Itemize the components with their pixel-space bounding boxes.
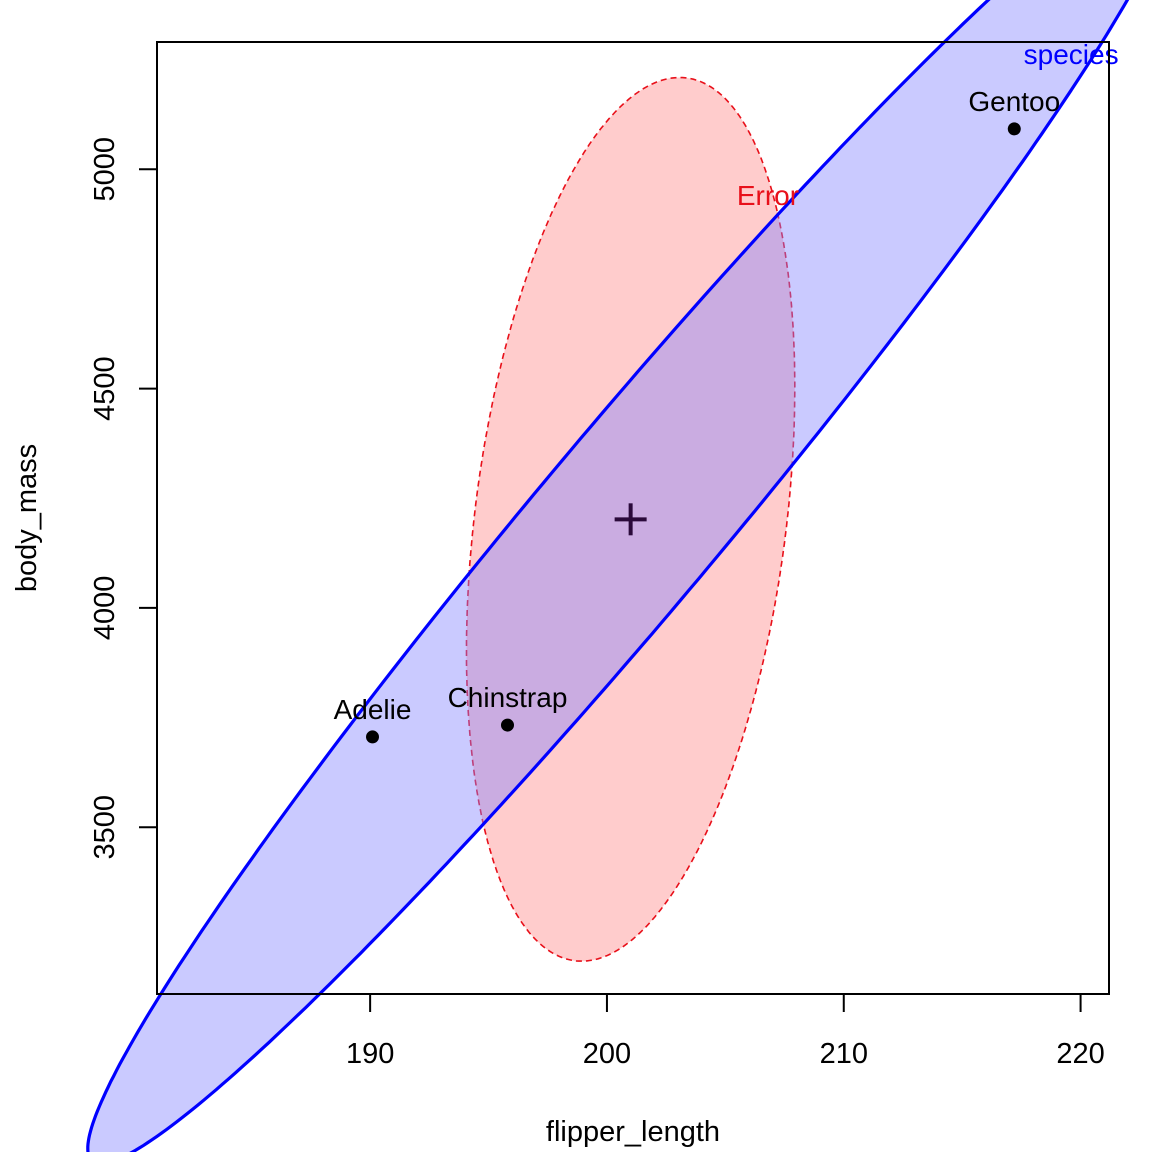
species-ellipse (86, 0, 1130, 1152)
point-adelie (366, 730, 380, 744)
x-tick-label: 190 (346, 1038, 394, 1070)
point-gentoo (1007, 122, 1021, 136)
point-label-chinstrap: Chinstrap (448, 682, 568, 713)
x-tick-label: 220 (1056, 1038, 1104, 1070)
point-label-gentoo: Gentoo (968, 86, 1060, 117)
point-chinstrap (500, 718, 514, 732)
y-tick-label: 4500 (89, 356, 121, 421)
x-tick-label: 200 (583, 1038, 631, 1070)
x-axis-title: flipper_length (546, 1116, 720, 1148)
error-ellipse-label: Error (737, 180, 799, 211)
ellipse-layer (86, 0, 1130, 1152)
y-axis-title: body_mass (11, 444, 43, 592)
y-tick-label: 5000 (89, 137, 121, 202)
y-tick-label: 4000 (89, 576, 121, 641)
y-tick-label: 3500 (89, 795, 121, 860)
axis-layer: 190 200 210 220 3500 4000 4500 5000 (89, 137, 1105, 1070)
x-tick-label: 210 (820, 1038, 868, 1070)
grand-mean-marker (614, 503, 647, 536)
species-ellipse-label: species (1024, 39, 1119, 70)
point-label-adelie: Adelie (334, 694, 412, 725)
mark-layer: Error species Adelie Chinstrap Gentoo (334, 39, 1119, 744)
